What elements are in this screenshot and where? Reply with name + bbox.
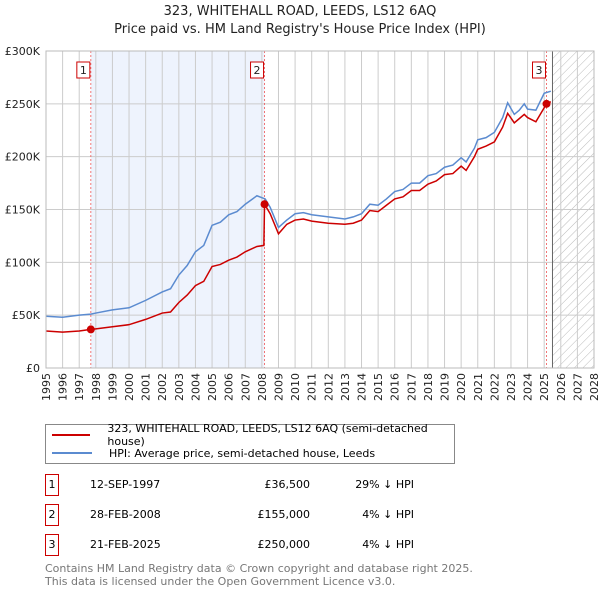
x-tick-label: 2000 bbox=[123, 373, 136, 401]
property-price-line bbox=[45, 101, 552, 333]
y-tick-label: £200K bbox=[5, 151, 41, 164]
sale-price: £250,000 bbox=[257, 538, 311, 551]
x-tick-label: 2016 bbox=[389, 373, 402, 401]
sale-point bbox=[542, 99, 551, 108]
sale-row: 2 28-FEB-2008 £155,000 4% ↓ HPI bbox=[45, 504, 445, 526]
x-tick-label: 2012 bbox=[322, 373, 335, 401]
sale-row: 3 21-FEB-2025 £250,000 4% ↓ HPI bbox=[45, 534, 445, 556]
x-tick-label: 2006 bbox=[223, 373, 236, 401]
legend-label-hpi: HPI: Average price, semi-detached house,… bbox=[109, 446, 376, 460]
plot-area: 1995 1996 1997 1998 1999 2000 2001 2002 2003 2004… bbox=[5, 45, 600, 401]
y-tick-label: £0 bbox=[26, 362, 40, 375]
sale-hpi-diff: 4% ↓ HPI bbox=[362, 538, 414, 551]
sale-hpi-diff: 29% ↓ HPI bbox=[355, 478, 414, 491]
sale-price: £155,000 bbox=[257, 508, 311, 521]
x-tick-label: 2018 bbox=[422, 373, 435, 401]
sale-price: £36,500 bbox=[264, 478, 311, 491]
sale-label-box bbox=[532, 61, 547, 79]
x-tick-label: 2009 bbox=[272, 373, 285, 401]
sale-marker-badge: 3 bbox=[45, 534, 59, 556]
sale-point bbox=[86, 325, 95, 334]
plot-frame bbox=[45, 50, 595, 369]
x-tick-label: 1999 bbox=[106, 373, 119, 401]
x-tick-label: 2011 bbox=[306, 373, 319, 401]
chart-title: 323, WHITEHALL ROAD, LEEDS, LS12 6AQ bbox=[163, 4, 437, 19]
sale-point bbox=[260, 200, 269, 209]
x-tick-label: 2019 bbox=[439, 373, 452, 401]
x-tick-label: 2020 bbox=[455, 373, 468, 401]
legend: 323, WHITEHALL ROAD, LEEDS, LS12 6AQ (se… bbox=[45, 422, 455, 464]
legend-swatch-hpi bbox=[52, 452, 92, 454]
x-tick-label: 2008 bbox=[256, 373, 269, 401]
x-tick-label: 2015 bbox=[372, 373, 385, 401]
sale-label-box bbox=[250, 61, 265, 79]
sale-date: 28-FEB-2008 bbox=[90, 508, 161, 521]
x-tick-label: 2005 bbox=[206, 373, 219, 401]
x-tick-label: 2021 bbox=[472, 373, 485, 401]
sale-date: 12-SEP-1997 bbox=[90, 478, 161, 491]
y-tick-label: £300K bbox=[5, 45, 41, 58]
x-tick-label: 2017 bbox=[405, 373, 418, 401]
footer-licence: This data is licensed under the Open Gov… bbox=[45, 575, 396, 588]
x-tick-label: 2024 bbox=[522, 373, 535, 401]
sale-marker-badge: 1 bbox=[45, 474, 59, 496]
sale-label-box bbox=[76, 61, 91, 79]
x-tick-label: 2007 bbox=[239, 373, 252, 401]
x-tick-label: 2025 bbox=[538, 373, 551, 401]
hpi-line bbox=[45, 90, 552, 319]
legend-label-property: 323, WHITEHALL ROAD, LEEDS, LS12 6AQ (se… bbox=[107, 422, 428, 448]
sale-label: 2 bbox=[254, 64, 261, 77]
x-tick-label: 2014 bbox=[356, 373, 369, 401]
sale-label: 3 bbox=[536, 64, 543, 77]
sale-row: 1 12-SEP-1997 £36,500 29% ↓ HPI bbox=[45, 474, 445, 496]
y-tick-label: £100K bbox=[5, 256, 41, 269]
sale-marker-badge: 2 bbox=[45, 504, 59, 526]
y-tick-label: £250K bbox=[5, 98, 41, 111]
x-tick-label: 1996 bbox=[57, 373, 70, 401]
footer-copyright: Contains HM Land Registry data © Crown c… bbox=[45, 562, 473, 575]
chart-subtitle: Price paid vs. HM Land Registry's House … bbox=[114, 22, 486, 37]
x-tick-label: 1998 bbox=[90, 373, 103, 401]
x-tick-label: 1995 bbox=[40, 373, 53, 401]
y-tick-label: £50K bbox=[12, 309, 41, 322]
x-tick-label: 2022 bbox=[488, 373, 501, 401]
x-tick-label: 2003 bbox=[173, 373, 186, 401]
sale-label: 1 bbox=[80, 64, 87, 77]
sale-hpi-diff: 4% ↓ HPI bbox=[362, 508, 414, 521]
x-tick-label: 2013 bbox=[339, 373, 352, 401]
x-tick-label: 2028 bbox=[588, 373, 600, 401]
x-tick-label: 2027 bbox=[571, 373, 584, 401]
x-tick-label: 2010 bbox=[289, 373, 302, 401]
x-tick-label: 1997 bbox=[73, 373, 86, 401]
legend-swatch-property bbox=[52, 434, 91, 436]
sale-date: 21-FEB-2025 bbox=[90, 538, 161, 551]
x-tick-label: 2001 bbox=[140, 373, 153, 401]
x-tick-label: 2004 bbox=[189, 373, 202, 401]
x-tick-label: 2002 bbox=[156, 373, 169, 401]
x-tick-label: 2023 bbox=[505, 373, 518, 401]
x-tick-label: 2026 bbox=[555, 373, 568, 401]
y-tick-label: £150K bbox=[5, 204, 41, 217]
